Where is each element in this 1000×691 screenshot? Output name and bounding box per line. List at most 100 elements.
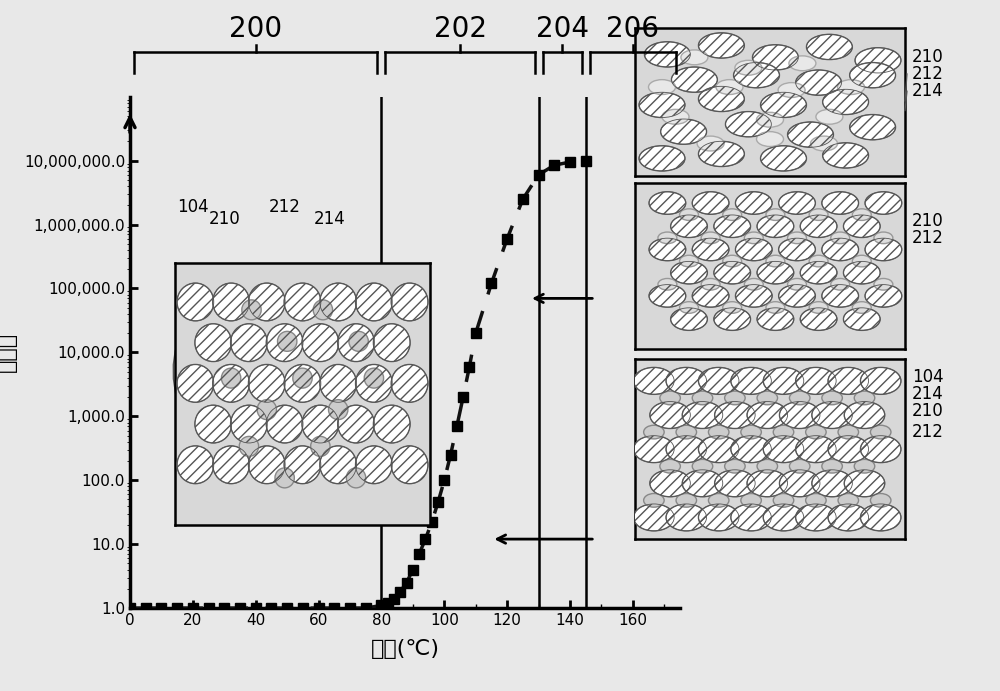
Circle shape: [248, 364, 285, 402]
Circle shape: [639, 93, 685, 117]
Circle shape: [714, 215, 751, 238]
Circle shape: [650, 401, 690, 428]
Text: 214: 214: [912, 82, 944, 100]
Circle shape: [838, 493, 859, 507]
Circle shape: [231, 324, 267, 361]
Circle shape: [649, 285, 686, 307]
Circle shape: [644, 41, 690, 67]
Circle shape: [828, 504, 869, 531]
Circle shape: [757, 113, 784, 127]
Circle shape: [373, 405, 410, 443]
Circle shape: [715, 401, 755, 428]
Circle shape: [779, 238, 815, 261]
Circle shape: [373, 324, 410, 361]
Circle shape: [708, 425, 729, 439]
Circle shape: [716, 79, 743, 95]
Circle shape: [763, 436, 804, 463]
Circle shape: [313, 300, 333, 320]
Circle shape: [349, 332, 368, 351]
Circle shape: [680, 209, 698, 220]
Circle shape: [266, 405, 303, 443]
Circle shape: [676, 425, 697, 439]
Circle shape: [844, 401, 885, 428]
Text: 210: 210: [912, 48, 944, 66]
Circle shape: [302, 405, 339, 443]
Circle shape: [302, 324, 339, 361]
Circle shape: [796, 504, 836, 531]
Circle shape: [773, 425, 794, 439]
Circle shape: [239, 437, 259, 456]
Circle shape: [356, 283, 392, 321]
Circle shape: [692, 191, 729, 214]
Circle shape: [644, 425, 664, 439]
Circle shape: [708, 493, 729, 507]
Circle shape: [773, 493, 794, 507]
Circle shape: [828, 436, 869, 463]
Circle shape: [806, 35, 852, 59]
Circle shape: [698, 436, 739, 463]
Circle shape: [779, 285, 815, 307]
Text: 214: 214: [912, 385, 944, 403]
Circle shape: [723, 209, 742, 220]
Circle shape: [796, 436, 836, 463]
Circle shape: [741, 425, 761, 439]
Circle shape: [823, 143, 869, 168]
Circle shape: [735, 60, 762, 75]
Circle shape: [692, 391, 713, 405]
Circle shape: [865, 191, 902, 214]
Circle shape: [735, 191, 772, 214]
Circle shape: [779, 191, 815, 214]
Circle shape: [356, 364, 392, 402]
Circle shape: [870, 493, 891, 507]
Circle shape: [634, 436, 674, 463]
Circle shape: [715, 470, 755, 497]
Circle shape: [852, 209, 871, 220]
Circle shape: [757, 261, 794, 284]
Circle shape: [735, 238, 772, 261]
Circle shape: [666, 504, 707, 531]
Circle shape: [838, 425, 859, 439]
Circle shape: [698, 368, 739, 395]
Circle shape: [311, 437, 330, 456]
Circle shape: [293, 368, 312, 388]
Circle shape: [731, 368, 771, 395]
Circle shape: [870, 425, 891, 439]
Circle shape: [828, 368, 869, 395]
Circle shape: [854, 391, 875, 405]
Text: 206: 206: [606, 15, 659, 43]
Text: 212: 212: [912, 423, 944, 441]
Circle shape: [221, 368, 241, 388]
Circle shape: [852, 255, 871, 267]
Text: 212: 212: [912, 65, 944, 83]
Circle shape: [346, 468, 366, 488]
Circle shape: [391, 283, 428, 321]
Circle shape: [843, 215, 880, 238]
Circle shape: [714, 307, 751, 330]
Circle shape: [757, 131, 784, 146]
Circle shape: [213, 446, 249, 484]
Text: 104: 104: [177, 198, 209, 216]
Circle shape: [816, 109, 843, 124]
Circle shape: [639, 146, 685, 171]
Circle shape: [874, 278, 893, 290]
Circle shape: [661, 119, 707, 144]
Circle shape: [812, 470, 852, 497]
Circle shape: [329, 399, 348, 419]
Circle shape: [671, 67, 717, 93]
Circle shape: [660, 391, 680, 405]
Text: 212: 212: [269, 198, 301, 216]
Circle shape: [681, 50, 708, 65]
Circle shape: [698, 33, 744, 58]
Circle shape: [831, 232, 850, 244]
Circle shape: [757, 307, 794, 330]
Circle shape: [338, 324, 374, 361]
Circle shape: [634, 504, 674, 531]
Circle shape: [766, 255, 785, 267]
Circle shape: [800, 307, 837, 330]
Circle shape: [823, 89, 869, 115]
Circle shape: [658, 232, 677, 244]
Y-axis label: 电阱比: 电阱比: [0, 332, 17, 372]
Circle shape: [796, 368, 836, 395]
Circle shape: [850, 115, 896, 140]
Circle shape: [284, 446, 321, 484]
